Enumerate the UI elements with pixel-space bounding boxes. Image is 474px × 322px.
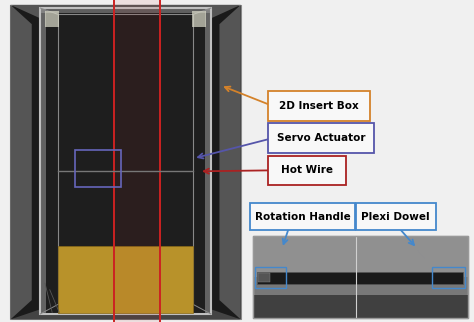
Bar — [255, 267, 286, 289]
Bar — [253, 236, 468, 318]
Bar — [58, 246, 193, 313]
FancyBboxPatch shape — [268, 91, 370, 121]
Polygon shape — [10, 5, 32, 319]
Polygon shape — [10, 5, 241, 18]
Bar — [432, 267, 465, 289]
Bar — [40, 8, 211, 13]
Text: 2D Insert Box: 2D Insert Box — [279, 101, 359, 111]
FancyBboxPatch shape — [268, 156, 346, 185]
Bar — [10, 5, 241, 319]
Bar — [58, 14, 193, 304]
FancyBboxPatch shape — [250, 203, 355, 230]
Text: Servo Actuator: Servo Actuator — [277, 133, 365, 143]
Bar — [205, 8, 211, 314]
Bar — [253, 236, 468, 277]
Polygon shape — [219, 5, 241, 319]
FancyBboxPatch shape — [356, 203, 436, 230]
Bar — [257, 272, 463, 283]
Bar — [253, 236, 468, 318]
Bar — [45, 11, 59, 27]
Bar — [40, 8, 211, 314]
Text: Hot Wire: Hot Wire — [281, 165, 333, 175]
Bar — [192, 11, 206, 27]
Bar — [114, 0, 160, 322]
Bar — [40, 8, 46, 314]
FancyBboxPatch shape — [268, 123, 374, 153]
Text: Plexi Dowel: Plexi Dowel — [362, 212, 430, 222]
Text: Rotation Handle: Rotation Handle — [255, 212, 350, 222]
Polygon shape — [10, 310, 241, 319]
Bar — [253, 295, 468, 318]
Bar — [40, 8, 211, 314]
Bar — [258, 273, 270, 282]
Bar — [75, 150, 121, 187]
